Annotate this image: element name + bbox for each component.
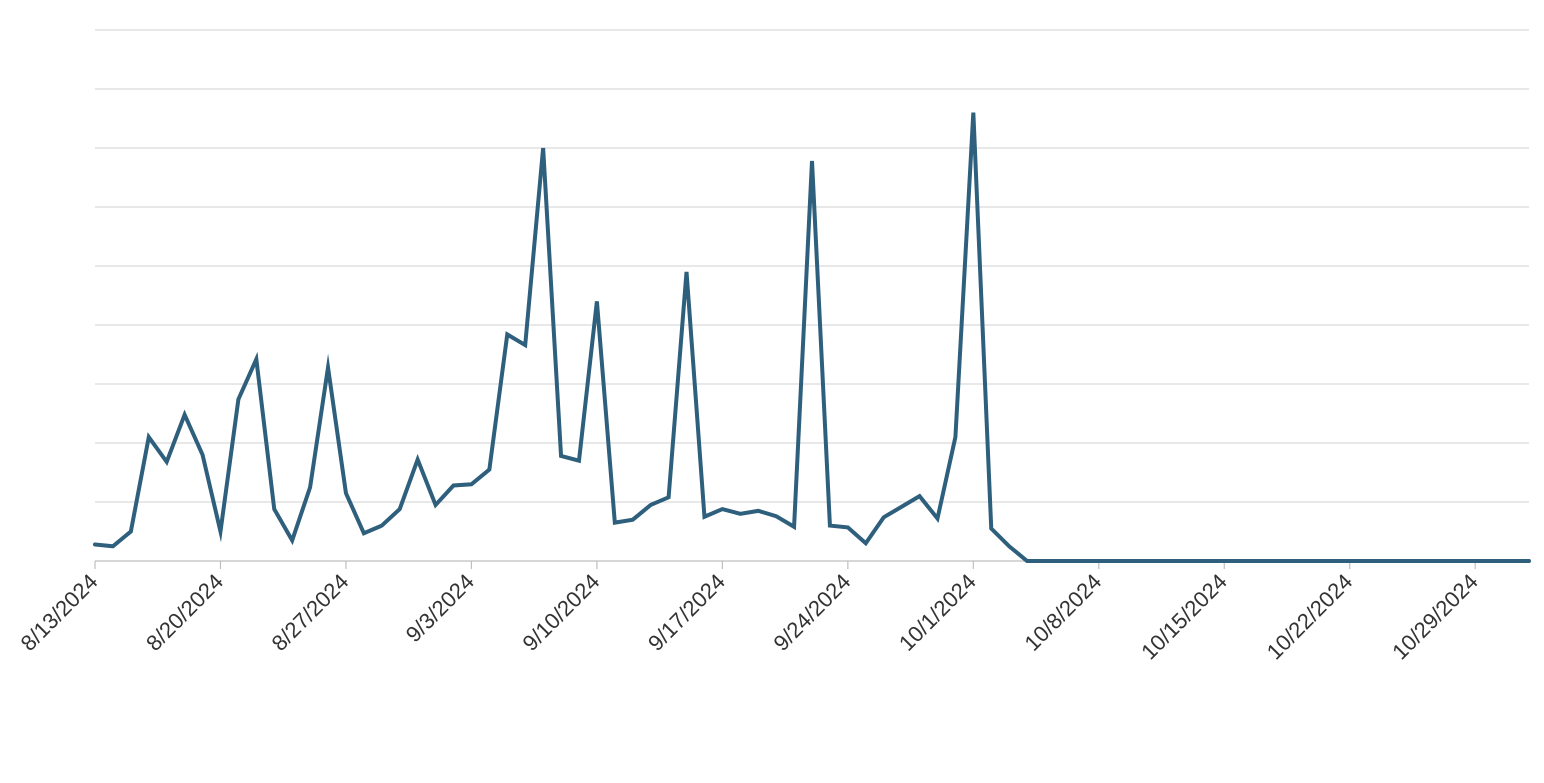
gridlines bbox=[95, 30, 1529, 502]
x-tick-label: 9/24/2024 bbox=[768, 569, 855, 656]
x-tick-label: 10/8/2024 bbox=[1019, 569, 1106, 656]
x-tick-label: 9/17/2024 bbox=[643, 569, 730, 656]
series-layer bbox=[95, 113, 1529, 562]
x-tick-label: 10/15/2024 bbox=[1136, 569, 1232, 665]
x-tick-label: 8/13/2024 bbox=[16, 569, 103, 656]
x-tick-label: 8/20/2024 bbox=[141, 569, 228, 656]
x-tick-label: 10/1/2024 bbox=[894, 569, 981, 656]
x-tick-label: 9/10/2024 bbox=[518, 569, 605, 656]
x-tick-label: 9/3/2024 bbox=[401, 569, 479, 647]
x-tick-label: 10/22/2024 bbox=[1262, 569, 1358, 665]
x-tick-label: 10/29/2024 bbox=[1387, 569, 1483, 665]
series-line bbox=[95, 113, 1529, 561]
x-tick-label: 8/27/2024 bbox=[267, 569, 354, 656]
x-tick-labels: 8/13/2024 8/20/2024 8/27/2024 9/3/2024 9/10/… bbox=[16, 569, 1483, 665]
